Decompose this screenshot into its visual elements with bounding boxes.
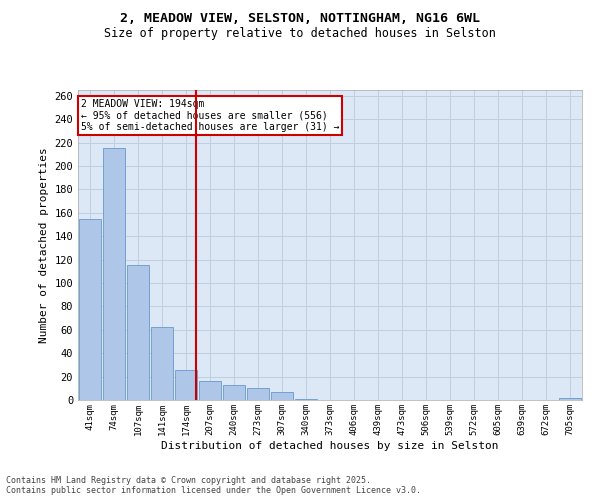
- Text: Size of property relative to detached houses in Selston: Size of property relative to detached ho…: [104, 28, 496, 40]
- Bar: [271, 392, 293, 400]
- Text: 2 MEADOW VIEW: 194sqm
← 95% of detached houses are smaller (556)
5% of semi-deta: 2 MEADOW VIEW: 194sqm ← 95% of detached …: [80, 100, 339, 132]
- Y-axis label: Number of detached properties: Number of detached properties: [39, 147, 49, 343]
- Bar: [103, 148, 125, 400]
- Bar: [151, 328, 173, 400]
- Bar: [559, 398, 581, 400]
- X-axis label: Distribution of detached houses by size in Selston: Distribution of detached houses by size …: [161, 440, 499, 450]
- Bar: [79, 218, 101, 400]
- Text: 2, MEADOW VIEW, SELSTON, NOTTINGHAM, NG16 6WL: 2, MEADOW VIEW, SELSTON, NOTTINGHAM, NG1…: [120, 12, 480, 26]
- Bar: [223, 385, 245, 400]
- Bar: [175, 370, 197, 400]
- Text: Contains HM Land Registry data © Crown copyright and database right 2025.
Contai: Contains HM Land Registry data © Crown c…: [6, 476, 421, 495]
- Bar: [295, 399, 317, 400]
- Bar: [127, 266, 149, 400]
- Bar: [199, 382, 221, 400]
- Bar: [247, 388, 269, 400]
